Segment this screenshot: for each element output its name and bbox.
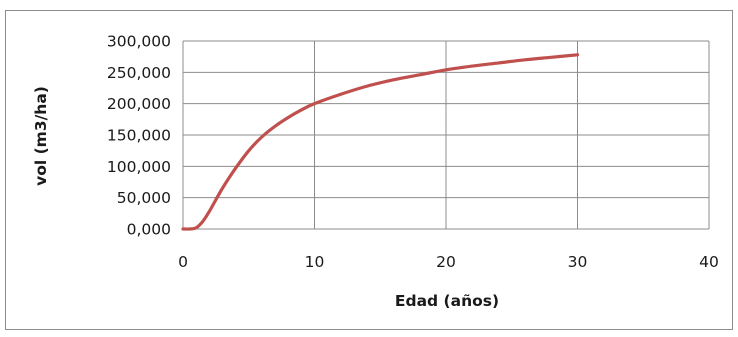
- y-axis-title: vol (m3/ha): [32, 86, 50, 186]
- y-tick-label: 250,000: [107, 64, 171, 82]
- series-layer: [181, 53, 580, 231]
- y-tick-label: 150,000: [107, 127, 171, 145]
- y-tick-label: 0,000: [127, 221, 171, 239]
- tick-labels: 0,000 50,000 100,000 150,000 200,000 250,000 3…: [107, 33, 719, 272]
- axes: [182, 41, 709, 230]
- series-line: [181, 53, 580, 231]
- gridlines: [183, 40, 710, 229]
- x-tick-label: 10: [305, 253, 325, 271]
- x-tick-label: 0: [178, 253, 188, 271]
- chart-frame: [5, 10, 733, 330]
- y-tick-label: 300,000: [107, 33, 171, 51]
- x-tick-label: 40: [699, 253, 719, 271]
- y-tick-label: 200,000: [107, 95, 171, 113]
- y-tick-label: 50,000: [117, 189, 171, 207]
- x-axis-title: Edad (años): [395, 292, 499, 310]
- x-tick-label: 30: [568, 253, 588, 271]
- x-tick-label: 20: [436, 253, 456, 271]
- y-tick-label: 100,000: [107, 158, 171, 176]
